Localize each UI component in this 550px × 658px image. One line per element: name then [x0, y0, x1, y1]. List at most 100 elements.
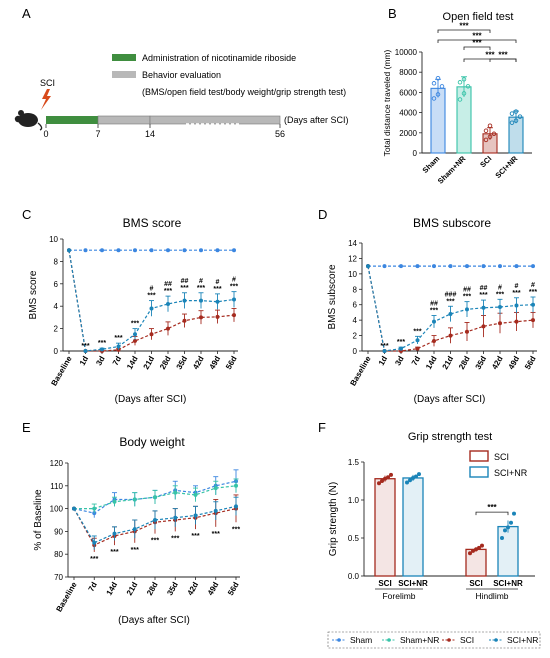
data-point — [483, 137, 489, 143]
x-tick-label: 21d — [142, 354, 157, 371]
significance-stars: *** — [446, 298, 454, 305]
data-point — [468, 551, 472, 556]
x-tick-label: 28d — [145, 580, 160, 597]
data-point — [149, 332, 154, 337]
data-point — [83, 349, 88, 353]
data-point — [199, 315, 203, 320]
chart-e-y-tick-label: 120 — [50, 459, 64, 468]
data-point — [432, 338, 436, 343]
legend-marker-sham — [337, 638, 341, 642]
chart-title: BMS subscore — [413, 216, 491, 230]
data-point — [149, 248, 154, 253]
data-point — [215, 314, 220, 319]
x-axis-label: (Days after SCI) — [115, 394, 187, 405]
data-point — [514, 264, 519, 269]
data-point — [116, 344, 121, 349]
chart-f-y-tick-label: 1.0 — [348, 496, 360, 505]
data-point — [234, 504, 238, 509]
significance-hashes: ## — [164, 281, 172, 288]
data-point — [133, 248, 137, 253]
x-tick-label: SCI+NR — [493, 154, 519, 180]
data-point — [457, 80, 463, 85]
data-point — [411, 475, 415, 480]
significance-hashes: # — [515, 283, 519, 290]
panel-letter-a: A — [22, 6, 31, 21]
legend-eval-swatch — [112, 71, 136, 78]
chart-d-y-tick-label: 12 — [348, 254, 357, 263]
data-point — [432, 264, 436, 269]
data-point — [408, 478, 412, 483]
x-tick-label: SCI — [478, 154, 493, 169]
data-point — [435, 76, 441, 81]
significance-stars: *** — [171, 535, 179, 542]
data-point — [465, 84, 471, 89]
significance-stars: *** — [213, 286, 221, 293]
significance-label: *** — [498, 51, 508, 60]
data-point — [92, 540, 97, 545]
data-point — [439, 84, 445, 89]
y-axis-label: BMS subscore — [327, 264, 338, 329]
data-point — [509, 520, 513, 525]
data-point — [193, 513, 198, 518]
x-tick-label: 35d — [175, 354, 190, 371]
chart-e-y-tick-label: 80 — [54, 550, 63, 559]
data-point — [517, 114, 523, 119]
significance-stars: *** — [151, 538, 159, 545]
data-point — [448, 264, 453, 269]
x-tick-label: 49d — [206, 580, 221, 597]
bar — [497, 525, 519, 577]
legend-marker-sci_nr — [494, 638, 498, 642]
significance-label: *** — [459, 22, 469, 31]
panel-d-bms-subscore: D BMS subscore 0 2 4 6 8 10 12 14 BMS subscore Base… — [318, 207, 538, 405]
significance-stars: *** — [463, 294, 471, 301]
y-axis-label: % of Baseline — [33, 489, 44, 551]
group-label: Hindlimb — [475, 591, 508, 601]
significance-bracket — [437, 29, 491, 33]
chart-c-y-tick-label: 10 — [49, 235, 58, 244]
chart-b-y-tick-label: 10000 — [395, 48, 418, 57]
data-point — [133, 338, 137, 343]
significance-hashes: ## — [480, 285, 488, 292]
x-tick-label: 56d — [224, 354, 239, 371]
significance-stars: *** — [90, 556, 98, 563]
data-point — [72, 506, 76, 511]
data-point — [481, 264, 486, 269]
panel-f-grip-strength: F Grip strength test 0.0 0.5 1.0 1.5 Grip stre… — [318, 420, 535, 601]
eval-bar-2 — [149, 115, 281, 125]
x-tick-label: 42d — [191, 354, 206, 371]
chart-d-y-tick-label: 6 — [353, 301, 358, 310]
data-point — [465, 307, 469, 312]
x-tick-label: Baseline — [348, 354, 373, 387]
significance-hashes: # — [498, 284, 502, 291]
data-point — [389, 472, 393, 477]
data-point — [193, 492, 198, 497]
x-tick-label: 1d — [78, 354, 91, 367]
x-tick-label: 7d — [87, 580, 100, 593]
significance-stars: *** — [191, 533, 199, 540]
chart-b-y-tick-label: 4000 — [399, 109, 417, 118]
data-point — [92, 506, 97, 511]
data-point — [487, 134, 493, 140]
data-point — [477, 545, 481, 550]
data-point — [498, 305, 502, 310]
panel-letter-c: C — [22, 207, 31, 222]
significance-stars: *** — [430, 308, 438, 315]
x-tick-label: 7d — [111, 354, 124, 367]
data-point — [399, 346, 403, 351]
significance-hashes: # — [199, 278, 203, 285]
data-point — [386, 475, 390, 480]
data-point — [415, 264, 420, 269]
x-tick-label: 14d — [125, 354, 140, 371]
data-point — [457, 97, 463, 102]
chart-b-y-tick-label: 8000 — [399, 68, 417, 77]
legend-label: SCI — [494, 452, 509, 462]
significance-hashes: # — [531, 282, 535, 289]
panel-c-bms-score: C BMS score 0 2 4 6 8 10 BMS score Baseline 1d 3d 7d… — [22, 207, 239, 405]
data-point — [448, 333, 453, 338]
data-point — [509, 120, 515, 125]
significance-stars: *** — [496, 291, 504, 298]
x-tick-label: 28d — [158, 354, 173, 371]
data-point — [481, 324, 486, 329]
significance-stars: *** — [131, 547, 139, 554]
